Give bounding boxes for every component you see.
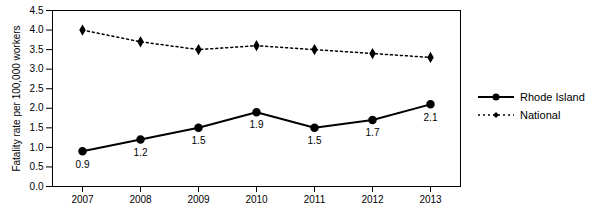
svg-text:2.1: 2.1 xyxy=(424,112,438,123)
svg-text:2011: 2011 xyxy=(304,194,326,205)
svg-text:2.0: 2.0 xyxy=(30,102,44,113)
svg-text:0.0: 0.0 xyxy=(30,181,44,192)
svg-text:3.0: 3.0 xyxy=(30,63,44,74)
svg-text:Fatality rate per 100,000 work: Fatality rate per 100,000 workers xyxy=(11,25,22,171)
svg-text:4.0: 4.0 xyxy=(30,24,44,35)
svg-text:2013: 2013 xyxy=(419,194,442,205)
svg-text:2010: 2010 xyxy=(245,194,268,205)
svg-text:1.5: 1.5 xyxy=(308,135,322,146)
html-text:National: National xyxy=(520,109,561,121)
svg-text:0.9: 0.9 xyxy=(76,159,90,170)
svg-text:1.5: 1.5 xyxy=(192,135,206,146)
svg-text:2.5: 2.5 xyxy=(30,83,44,94)
svg-text:2009: 2009 xyxy=(187,194,210,205)
svg-text:2012: 2012 xyxy=(361,194,384,205)
svg-text:0.5: 0.5 xyxy=(30,161,44,172)
svg-text:1.9: 1.9 xyxy=(250,119,264,130)
svg-text:2008: 2008 xyxy=(129,194,152,205)
svg-text:1.5: 1.5 xyxy=(30,122,44,133)
svg-text:1.7: 1.7 xyxy=(366,127,380,138)
svg-text:2007: 2007 xyxy=(71,194,94,205)
svg-text:4.5: 4.5 xyxy=(30,5,44,16)
svg-text:3.5: 3.5 xyxy=(30,44,44,55)
svg-text:1.0: 1.0 xyxy=(30,142,44,153)
svg-text:1.2: 1.2 xyxy=(134,147,148,158)
html-text:Rhode Island: Rhode Island xyxy=(520,91,585,103)
